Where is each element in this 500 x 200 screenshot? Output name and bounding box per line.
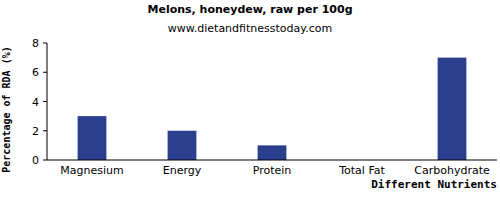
subtitle: www.dietandfitnesstoday.com <box>168 22 332 35</box>
bar <box>168 131 197 160</box>
title: Melons, honeydew, raw per 100g <box>147 3 352 16</box>
y-tick <box>43 160 47 161</box>
x-tick-label: Total Fat <box>338 164 385 177</box>
bars <box>78 58 467 160</box>
y-tick-label: 2 <box>32 125 39 138</box>
bar <box>258 145 287 160</box>
x-axis-line <box>47 160 497 161</box>
x-tick-label: Energy <box>163 164 202 177</box>
y-tick-label: 4 <box>32 96 39 109</box>
y-tick <box>43 43 47 44</box>
x-tick-label: Magnesium <box>60 164 123 177</box>
x-tick-label: Protein <box>253 164 292 177</box>
y-tick-label: 6 <box>32 66 39 79</box>
y-tick <box>43 72 47 73</box>
x-axis-label: Different Nutrients <box>371 178 497 191</box>
bar <box>438 58 467 160</box>
y-tick <box>43 101 47 102</box>
x-tick-label: Carbohydrate <box>414 164 490 177</box>
bar <box>78 116 107 160</box>
y-axis-label: Percentage of RDA (%) <box>1 46 12 172</box>
y-tick-label: 8 <box>32 37 39 50</box>
y-tick-label: 0 <box>32 154 39 167</box>
chart: Melons, honeydew, raw per 100g www.dietan… <box>0 0 500 200</box>
chart-container: Melons, honeydew, raw per 100g www.dietan… <box>0 0 500 200</box>
y-tick <box>43 130 47 131</box>
